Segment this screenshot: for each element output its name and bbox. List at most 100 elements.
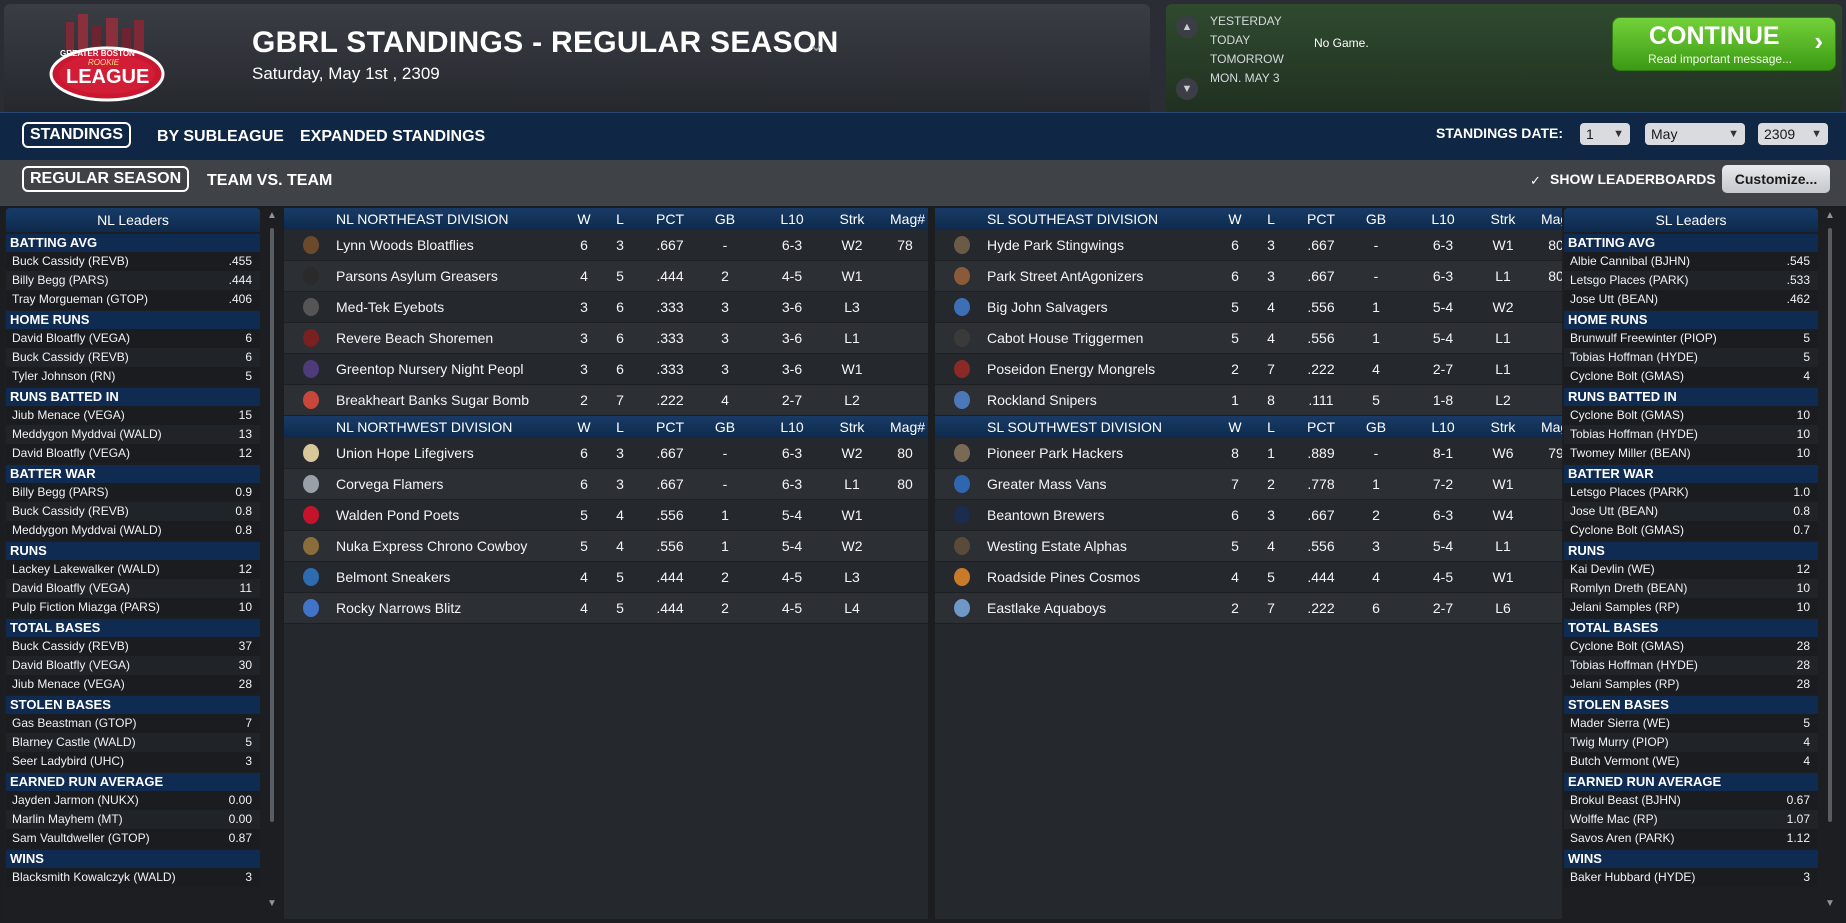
leader-player-name[interactable]: Jiub Menace (VEGA) <box>12 677 125 691</box>
leader-player-name[interactable]: Gas Beastman (GTOP) <box>12 716 137 730</box>
team-row[interactable]: Corvega Flamers 6 3 .667 - 6-3 L1 80 <box>284 469 928 500</box>
team-row[interactable]: Pioneer Park Hackers 8 1 .889 - 8-1 W6 79 <box>935 438 1579 469</box>
leader-row[interactable]: Jiub Menace (VEGA) 28 <box>6 675 260 694</box>
column-header-mag[interactable]: Mag# <box>890 211 926 227</box>
leader-player-name[interactable]: Buck Cassidy (REVB) <box>12 639 129 653</box>
scroll-up-icon[interactable]: ▲ <box>267 210 277 221</box>
leader-player-name[interactable]: Jiub Menace (VEGA) <box>12 408 125 422</box>
leader-row[interactable]: Brokul Beast (BJHN) 0.67 <box>1564 791 1818 810</box>
leader-player-name[interactable]: Sam Vaultdweller (GTOP) <box>12 831 150 845</box>
leader-player-name[interactable]: Marlin Mayhem (MT) <box>12 812 123 826</box>
leader-player-name[interactable]: Jayden Jarmon (NUKX) <box>12 793 139 807</box>
leader-player-name[interactable]: Meddygon Myddvai (WALD) <box>12 427 162 441</box>
title-dropdown-chevron-icon[interactable]: ⌄ <box>808 34 825 56</box>
leader-player-name[interactable]: Mader Sierra (WE) <box>1570 716 1671 730</box>
team-row[interactable]: Walden Pond Poets 5 4 .556 1 5-4 W1 <box>284 500 928 531</box>
team-name-link[interactable]: Lynn Woods Bloatflies <box>336 237 474 253</box>
scroll-down-icon[interactable]: ▼ <box>1825 898 1835 909</box>
leader-player-name[interactable]: Wolffe Mac (RP) <box>1570 812 1658 826</box>
schedule-day-yesterday[interactable]: YESTERDAY <box>1210 14 1282 28</box>
leader-player-name[interactable]: Lackey Lakewalker (WALD) <box>12 562 160 576</box>
schedule-day-next[interactable]: MON. MAY 3 <box>1210 71 1280 85</box>
leader-row[interactable]: Billy Begg (PARS) 0.9 <box>6 483 260 502</box>
leader-row[interactable]: Tobias Hoffman (HYDE) 5 <box>1564 348 1818 367</box>
column-header-w[interactable]: W <box>1228 419 1242 435</box>
team-name-link[interactable]: Hyde Park Stingwings <box>987 237 1124 253</box>
leader-player-name[interactable]: Tobias Hoffman (HYDE) <box>1570 427 1698 441</box>
column-header-gb[interactable]: GB <box>1365 419 1387 435</box>
team-row[interactable]: Eastlake Aquaboys 2 7 .222 6 2-7 L6 <box>935 593 1579 624</box>
team-name-link[interactable]: Pioneer Park Hackers <box>987 445 1124 461</box>
team-row[interactable]: Cabot House Triggermen 5 4 .556 1 5-4 L1 <box>935 323 1579 354</box>
leader-player-name[interactable]: Brokul Beast (BJHN) <box>1570 793 1681 807</box>
leader-row[interactable]: Romlyn Dreth (BEAN) 10 <box>1564 579 1818 598</box>
team-name-link[interactable]: Belmont Sneakers <box>336 569 451 585</box>
team-row[interactable]: Poseidon Energy Mongrels 2 7 .222 4 2-7 L1 <box>935 354 1579 385</box>
leader-row[interactable]: Cyclone Bolt (GMAS) 0.7 <box>1564 521 1818 540</box>
leader-row[interactable]: Buck Cassidy (REVB) .455 <box>6 252 260 271</box>
leader-player-name[interactable]: Pulp Fiction Miazga (PARS) <box>12 600 160 614</box>
leader-row[interactable]: Wolffe Mac (RP) 1.07 <box>1564 810 1818 829</box>
column-header-pct[interactable]: PCT <box>1307 419 1335 435</box>
leader-player-name[interactable]: Meddygon Myddvai (WALD) <box>12 523 162 537</box>
team-name-link[interactable]: Parsons Asylum Greasers <box>336 268 498 284</box>
column-header-w[interactable]: W <box>1228 211 1242 227</box>
leader-row[interactable]: Jose Utt (BEAN) 0.8 <box>1564 502 1818 521</box>
leader-row[interactable]: Tray Morgueman (GTOP) .406 <box>6 290 260 309</box>
leader-row[interactable]: Blarney Castle (WALD) 5 <box>6 733 260 752</box>
leader-player-name[interactable]: Buck Cassidy (REVB) <box>12 504 129 518</box>
leader-row[interactable]: Buck Cassidy (REVB) 37 <box>6 637 260 656</box>
leader-row[interactable]: Brunwulf Freewinter (PIOP) 5 <box>1564 329 1818 348</box>
leader-player-name[interactable]: Butch Vermont (WE) <box>1570 754 1680 768</box>
column-header-l[interactable]: L <box>616 211 624 227</box>
leader-player-name[interactable]: Billy Begg (PARS) <box>12 485 109 499</box>
column-header-strk[interactable]: Strk <box>839 419 865 435</box>
customize-button[interactable]: Customize... <box>1722 165 1830 193</box>
team-name-link[interactable]: Greentop Nursery Night Peopl <box>336 361 524 377</box>
continue-button[interactable]: CONTINUE Read important message... › <box>1612 17 1836 71</box>
team-name-link[interactable]: Revere Beach Shoremen <box>336 330 494 346</box>
leader-row[interactable]: Meddygon Myddvai (WALD) 0.8 <box>6 521 260 540</box>
team-row[interactable]: Greater Mass Vans 7 2 .778 1 7-2 W1 <box>935 469 1579 500</box>
team-name-link[interactable]: Eastlake Aquaboys <box>987 600 1107 616</box>
leader-player-name[interactable]: Romlyn Dreth (BEAN) <box>1570 581 1688 595</box>
team-row[interactable]: Greentop Nursery Night Peopl 3 6 .333 3 3-6 W1 <box>284 354 928 385</box>
team-name-link[interactable]: Rockland Snipers <box>987 392 1097 408</box>
schedule-up-arrow-icon[interactable]: ▲ <box>1176 16 1198 38</box>
leader-row[interactable]: Jelani Samples (RP) 28 <box>1564 675 1818 694</box>
column-header-pct[interactable]: PCT <box>656 419 684 435</box>
leader-row[interactable]: Meddygon Myddvai (WALD) 13 <box>6 425 260 444</box>
leader-row[interactable]: Billy Begg (PARS) .444 <box>6 271 260 290</box>
team-name-link[interactable]: Cabot House Triggermen <box>987 330 1144 346</box>
leader-row[interactable]: Jelani Samples (RP) 10 <box>1564 598 1818 617</box>
leader-row[interactable]: David Bloatfly (VEGA) 11 <box>6 579 260 598</box>
team-row[interactable]: Nuka Express Chrono Cowboy 5 4 .556 1 5-4 W2 <box>284 531 928 562</box>
leader-player-name[interactable]: Albie Cannibal (BJHN) <box>1570 254 1691 268</box>
leader-player-name[interactable]: Tray Morgueman (GTOP) <box>12 292 149 306</box>
leader-row[interactable]: Seer Ladybird (UHC) 3 <box>6 752 260 771</box>
column-header-gb[interactable]: GB <box>714 211 736 227</box>
column-header-l[interactable]: L <box>1267 419 1275 435</box>
team-row[interactable]: Big John Salvagers 5 4 .556 1 5-4 W2 <box>935 292 1579 323</box>
leader-row[interactable]: Gas Beastman (GTOP) 7 <box>6 714 260 733</box>
team-row[interactable]: Breakheart Banks Sugar Bomb 2 7 .222 4 2-7 L2 <box>284 385 928 416</box>
column-header-l10[interactable]: L10 <box>780 211 804 227</box>
leader-row[interactable]: Letsgo Places (PARK) 1.0 <box>1564 483 1818 502</box>
leader-row[interactable]: Jose Utt (BEAN) .462 <box>1564 290 1818 309</box>
leader-player-name[interactable]: Seer Ladybird (UHC) <box>12 754 125 768</box>
leader-row[interactable]: David Bloatfly (VEGA) 6 <box>6 329 260 348</box>
tab-by-subleague[interactable]: BY SUBLEAGUE <box>157 128 284 145</box>
leader-player-name[interactable]: Jose Utt (BEAN) <box>1570 504 1659 518</box>
column-header-pct[interactable]: PCT <box>1307 211 1335 227</box>
leader-row[interactable]: Pulp Fiction Miazga (PARS) 10 <box>6 598 260 617</box>
column-header-w[interactable]: W <box>577 211 591 227</box>
leader-player-name[interactable]: Blarney Castle (WALD) <box>12 735 136 749</box>
team-row[interactable]: Park Street AntAgonizers 6 3 .667 - 6-3 L1 80 <box>935 261 1579 292</box>
column-header-l10[interactable]: L10 <box>1431 211 1455 227</box>
team-row[interactable]: Parsons Asylum Greasers 4 5 .444 2 4-5 W1 <box>284 261 928 292</box>
scroll-thumb[interactable] <box>1828 228 1832 822</box>
column-header-gb[interactable]: GB <box>1365 211 1387 227</box>
team-name-link[interactable]: Roadside Pines Cosmos <box>987 569 1141 585</box>
column-header-strk[interactable]: Strk <box>1490 419 1516 435</box>
team-row[interactable]: Rockland Snipers 1 8 .111 5 1-8 L2 <box>935 385 1579 416</box>
